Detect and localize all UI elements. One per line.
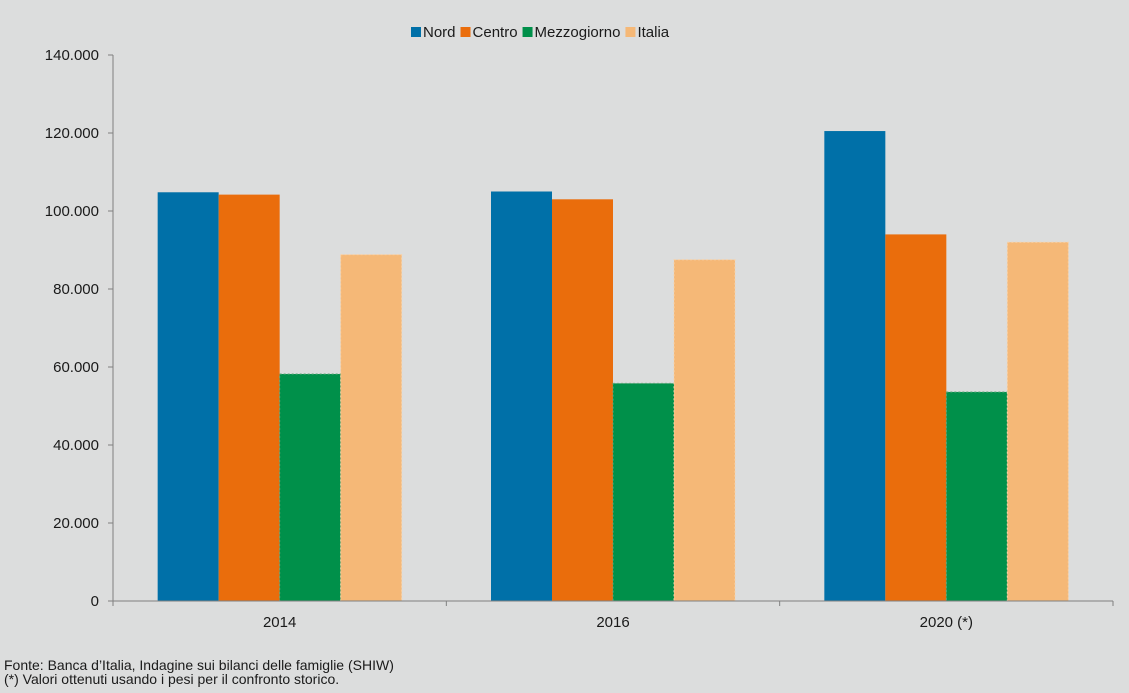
legend-swatch-italia <box>625 27 636 37</box>
legend-swatch-centro <box>460 27 471 37</box>
bar-nord <box>824 131 886 602</box>
footnote-asterisk: (*) Valori ottenuti usando i pesi per il… <box>4 671 340 687</box>
bar-centro <box>218 194 280 601</box>
legend-swatch-nord <box>411 27 421 37</box>
legend-label-italia: Italia <box>637 24 669 41</box>
legend-label-nord: Nord <box>423 24 456 41</box>
y-tick-label: 80.000 <box>53 281 99 298</box>
x-tick-label: 2020 (*) <box>920 614 973 631</box>
bar-centro <box>885 234 947 601</box>
bar-mezzogiorno <box>612 382 675 602</box>
bar-mezzogiorno <box>945 391 1008 602</box>
bar-mezzogiorno <box>279 373 342 602</box>
legend: Nord Centro Mezzogiorno Italia <box>411 24 670 41</box>
y-tick-label: 40.000 <box>53 437 99 454</box>
bar-nord <box>491 191 552 601</box>
bar-centro <box>552 199 613 602</box>
bars <box>157 131 1069 602</box>
y-tick-label: 60.000 <box>53 359 99 376</box>
y-tick-label: 20.000 <box>53 515 99 532</box>
x-axis: 2014 2016 2020 (*) <box>112 600 1114 631</box>
x-tick-label: 2016 <box>596 614 629 631</box>
bar-nord <box>157 192 219 601</box>
source-note: Fonte: Banca d’Italia, Indagine sui bila… <box>4 657 394 673</box>
x-tick-label: 2014 <box>263 614 296 631</box>
y-axis: 0 20.000 40.000 60.000 80.000 100.000 120.000 1… <box>45 47 114 610</box>
y-tick-label: 100.000 <box>45 203 99 220</box>
footnotes: Fonte: Banca d’Italia, Indagine sui bila… <box>4 658 394 686</box>
legend-label-centro: Centro <box>473 24 518 41</box>
y-tick-label: 140.000 <box>45 47 99 64</box>
y-tick-label: 0 <box>91 593 99 610</box>
legend-label-mezzogiorno: Mezzogiorno <box>535 24 621 41</box>
bar-italia <box>673 259 736 602</box>
bar-chart: Nord Centro Mezzogiorno Italia 0 20.000 40.00… <box>45 24 1114 631</box>
bar-italia <box>340 254 403 602</box>
legend-swatch-mezzogiorno <box>522 27 533 37</box>
bar-italia <box>1006 241 1069 602</box>
y-tick-label: 120.000 <box>45 125 99 142</box>
